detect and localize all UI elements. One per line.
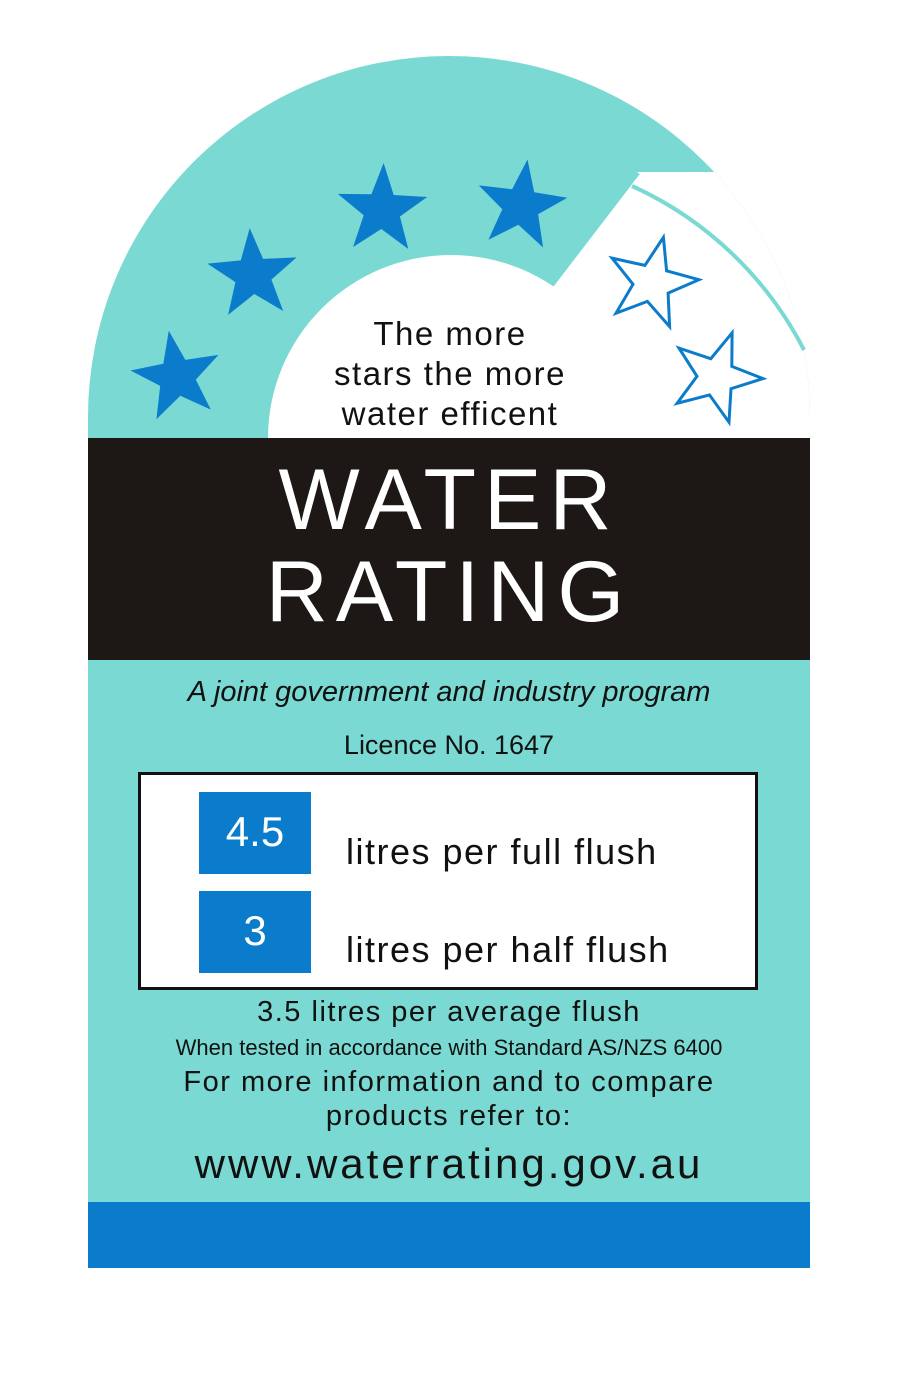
info-panel: A joint government and industry program … (88, 660, 810, 1202)
star-filled-icon (478, 159, 568, 248)
half-flush-label: litres per half flush (346, 929, 670, 970)
full-flush-label: litres per full flush (346, 831, 658, 872)
test-standard: When tested in accordance with Standard … (175, 1035, 723, 1060)
tagline-circle (268, 255, 634, 438)
star-filled-icon (337, 163, 428, 249)
star-outline-icon (608, 233, 704, 331)
full-flush-value: 4.5 (199, 792, 311, 874)
tagline-line-2: stars the more (334, 355, 566, 392)
licence-number: Licence No. 1647 (343, 730, 555, 760)
website-url: www.waterrating.gov.au (194, 1140, 704, 1187)
half-flush-value: 3 (199, 891, 311, 973)
info-line-2: products refer to: (325, 1100, 573, 1132)
title-band: WATER RATING (88, 438, 810, 660)
star-filled-icon (207, 228, 297, 315)
info-line-1: For more information and to compare (183, 1066, 715, 1098)
title-rating: RATING (265, 544, 633, 640)
star-filled-icon (130, 330, 219, 420)
star-outline-icon (673, 328, 768, 427)
tagline-line-3: water efficent (341, 395, 559, 432)
program-subtitle: A joint government and industry program (187, 676, 711, 708)
flush-volume-box: 4.5 litres per full flush 3 litres per h… (138, 772, 758, 990)
star-rating-arch (88, 56, 810, 438)
title-water: WATER (278, 452, 620, 548)
tagline-line-1: The more (373, 315, 527, 352)
rating-stars (130, 159, 768, 427)
footer-bar (88, 1202, 810, 1268)
average-flush: 3.5 litres per average flush (257, 996, 641, 1028)
